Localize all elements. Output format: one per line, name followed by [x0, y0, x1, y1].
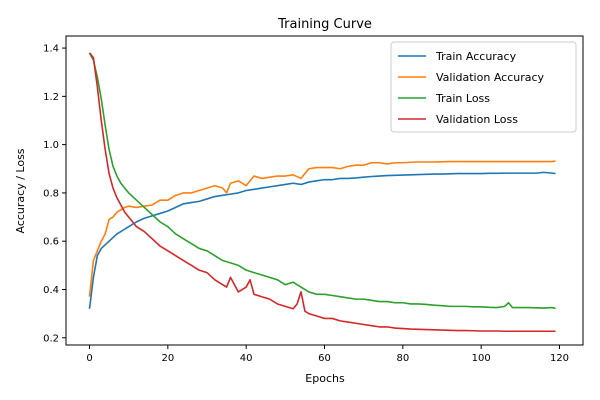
validation-loss-legend-label: Validation Loss	[436, 113, 518, 126]
y-tick-label: 0.4	[43, 285, 59, 296]
train-loss-legend-label: Train Loss	[435, 92, 490, 105]
y-tick-label: 1.2	[43, 92, 59, 103]
y-axis-title: Accuracy / Loss	[14, 148, 27, 233]
validation-accuracy-line	[88, 160, 556, 297]
y-tick-label: 1.4	[43, 44, 59, 55]
train-accuracy-line	[88, 171, 556, 309]
legend-box	[390, 41, 577, 133]
validation-accuracy-legend-label: Validation Accuracy	[436, 71, 545, 84]
y-tick-label: 1.0	[43, 140, 59, 151]
train-accuracy-legend-label: Train Accuracy	[435, 50, 517, 63]
x-tick-label: 80	[396, 353, 409, 364]
y-tick-label: 0.8	[43, 188, 59, 199]
x-axis-title: Epochs	[305, 372, 345, 385]
x-tick-label: 40	[240, 353, 253, 364]
x-tick-label: 60	[318, 353, 331, 364]
y-tick-label: 0.2	[43, 333, 59, 344]
y-tick-label: 0.6	[43, 237, 59, 248]
x-tick-label: 120	[550, 353, 569, 364]
validation-loss-line	[88, 52, 556, 333]
train-loss-line	[88, 52, 556, 310]
legend: Train Accuracy Validation Accuracy Train L…	[390, 41, 577, 133]
x-tick-label: 0	[86, 353, 92, 364]
x-tick-label: 100	[472, 353, 491, 364]
x-tick-label: 20	[161, 353, 174, 364]
chart-title: Training Curve	[277, 17, 372, 32]
plot-area	[88, 52, 556, 333]
